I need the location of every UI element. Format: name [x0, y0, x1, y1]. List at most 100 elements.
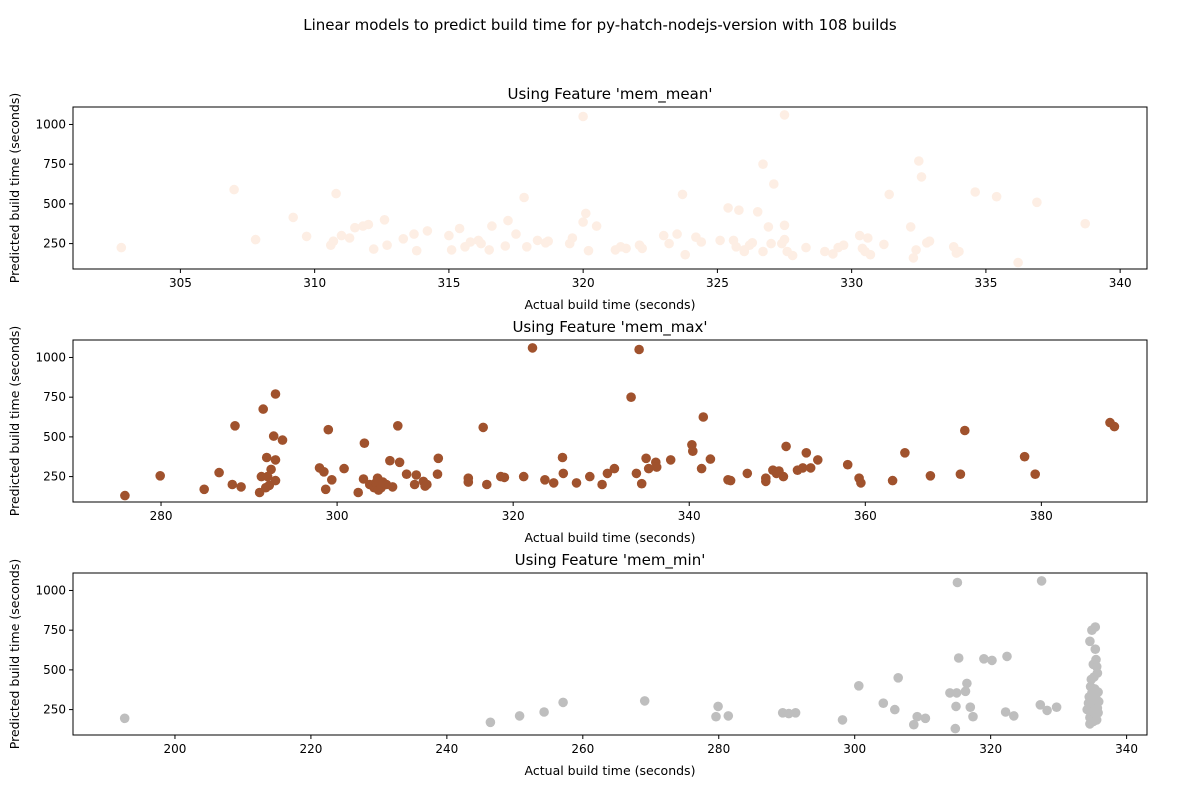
- data-point: [387, 482, 398, 492]
- data-point: [637, 243, 647, 254]
- data-point: [713, 701, 723, 712]
- data-point: [446, 245, 457, 255]
- y-axis-ticks: 250 500 750 1000: [35, 583, 73, 717]
- data-point: [651, 462, 662, 472]
- data-point: [1000, 707, 1011, 717]
- data-point: [766, 238, 776, 249]
- data-point: [422, 226, 433, 236]
- data-point: [558, 468, 569, 479]
- data-point: [519, 192, 529, 203]
- data-point: [339, 463, 349, 474]
- data-point: [970, 187, 980, 197]
- data-point: [761, 476, 771, 487]
- data-point: [952, 577, 963, 588]
- x-tick-label: 220: [299, 742, 322, 756]
- data-point: [742, 468, 753, 479]
- data-point: [1090, 622, 1101, 632]
- data-point: [270, 389, 281, 399]
- data-point: [557, 452, 568, 463]
- data-point: [747, 238, 758, 248]
- data-point: [911, 245, 921, 255]
- data-point: [950, 723, 961, 734]
- data-point: [1036, 576, 1047, 586]
- data-point: [401, 469, 412, 480]
- data-point: [916, 172, 927, 182]
- x-tick-label: 300: [326, 509, 349, 523]
- data-point: [359, 438, 370, 449]
- data-point: [991, 191, 1002, 202]
- data-point: [820, 246, 830, 257]
- x-tick-label: 305: [169, 276, 192, 290]
- data-point: [214, 467, 224, 478]
- data-point: [828, 249, 838, 259]
- data-point: [968, 711, 978, 722]
- data-point: [925, 471, 936, 481]
- scatter-points: [120, 343, 1120, 501]
- data-point: [887, 475, 898, 486]
- data-point: [893, 673, 903, 683]
- data-point: [567, 233, 578, 243]
- data-point: [865, 249, 876, 260]
- data-point: [1092, 668, 1103, 678]
- data-point: [487, 221, 497, 231]
- y-tick-label: 500: [43, 430, 66, 444]
- data-point: [725, 475, 736, 486]
- data-point: [250, 234, 261, 245]
- data-point: [444, 230, 454, 241]
- data-point: [301, 231, 312, 242]
- data-point: [696, 237, 707, 247]
- data-point: [842, 459, 853, 470]
- data-point: [1090, 644, 1101, 654]
- data-point: [116, 242, 127, 253]
- y-tick-label: 1000: [35, 350, 66, 364]
- y-axis-label: Predicted build time (seconds): [7, 326, 22, 516]
- data-point: [801, 242, 811, 253]
- data-point: [454, 223, 465, 234]
- data-point: [752, 207, 763, 217]
- data-point: [1002, 651, 1012, 662]
- data-point: [327, 475, 337, 485]
- data-point: [758, 159, 768, 169]
- x-tick-label: 200: [164, 742, 187, 756]
- data-point: [1080, 218, 1090, 229]
- x-axis-ticks: 280 300 320 340 360 380: [150, 502, 1053, 523]
- y-axis-ticks: 250 500 750 1000: [35, 117, 73, 251]
- data-point: [432, 469, 443, 480]
- x-tick-label: 360: [854, 509, 877, 523]
- data-point: [433, 453, 444, 464]
- data-point: [499, 472, 510, 483]
- data-point: [558, 697, 568, 708]
- data-point: [960, 686, 971, 697]
- data-point: [665, 455, 676, 465]
- data-point: [951, 688, 962, 698]
- data-point: [1051, 702, 1062, 712]
- subplot-title: Using Feature 'mem_mean': [508, 85, 713, 104]
- data-point: [813, 455, 823, 465]
- data-point: [368, 244, 379, 254]
- axes-frame: [72, 106, 1148, 270]
- data-point: [1013, 257, 1023, 268]
- x-tick-label: 340: [1109, 276, 1132, 290]
- data-point: [268, 431, 279, 441]
- data-point: [409, 479, 420, 490]
- data-point: [664, 238, 674, 249]
- data-point: [1042, 705, 1052, 716]
- x-tick-label: 380: [1030, 509, 1053, 523]
- data-point: [409, 229, 419, 239]
- data-point: [319, 467, 329, 477]
- data-point: [578, 217, 588, 227]
- x-tick-label: 320: [572, 276, 595, 290]
- data-point: [227, 479, 238, 490]
- y-tick-label: 500: [43, 197, 66, 211]
- data-point: [511, 229, 521, 239]
- subplot-mem-mean: Using Feature 'mem_mean' 250 500 750 1000 3…: [7, 85, 1148, 312]
- data-point: [790, 708, 801, 718]
- data-point: [734, 205, 744, 215]
- data-point: [155, 471, 165, 481]
- data-point: [854, 681, 864, 691]
- data-point: [277, 435, 288, 445]
- data-point: [331, 188, 341, 199]
- x-tick-label: 280: [150, 509, 173, 523]
- data-point: [1035, 700, 1046, 710]
